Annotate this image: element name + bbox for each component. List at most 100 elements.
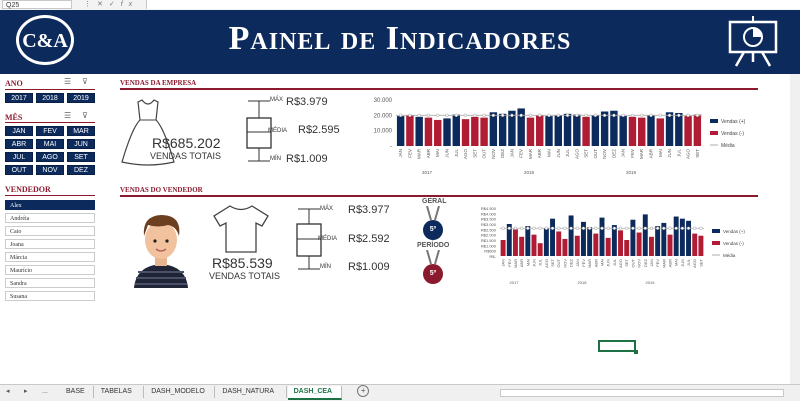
x-tick-label: JUN xyxy=(606,259,611,267)
average-point xyxy=(606,226,610,230)
x-tick-label: ABR xyxy=(426,148,431,158)
vertical-scrollbar[interactable] xyxy=(790,74,800,384)
bar xyxy=(406,115,414,146)
x-tick-label: OUT xyxy=(630,258,635,267)
vendedor-item[interactable]: Susana xyxy=(5,291,95,301)
vendedor-item[interactable]: Caio xyxy=(5,226,95,236)
mes-button-jun[interactable]: JUN xyxy=(67,139,95,149)
tab-tabelas[interactable]: TABELAS xyxy=(95,386,145,398)
tab-dash_cea[interactable]: DASH_CEA xyxy=(287,386,343,400)
multiselect-icon[interactable]: ☰ xyxy=(64,77,72,86)
ano-button-2019[interactable]: 2019 xyxy=(67,93,95,103)
x-tick-label: NOV xyxy=(637,259,642,268)
y-tick-label: R$1.000 xyxy=(481,243,497,248)
periodo-rank: 5º xyxy=(429,270,437,277)
bar xyxy=(568,215,574,256)
vendedor-item[interactable]: Andréia xyxy=(5,213,95,223)
x-tick-label: MAI xyxy=(525,259,530,266)
tab-nav-button[interactable]: ◂ xyxy=(6,388,10,395)
average-point xyxy=(532,226,536,230)
tab-dash_modelo[interactable]: DASH_MODELO xyxy=(145,386,216,398)
mes-button-nov[interactable]: NOV xyxy=(36,165,64,175)
bar xyxy=(480,117,488,146)
multiselect-icon[interactable]: ☰ xyxy=(64,111,72,120)
x-tick-label: MAR xyxy=(661,259,666,268)
average-point xyxy=(445,113,449,117)
vendedor-item[interactable]: Maurício xyxy=(5,265,95,275)
mes-button-jan[interactable]: JAN xyxy=(5,126,33,136)
mes-button-mai[interactable]: MAI xyxy=(36,139,64,149)
x-tick-label: SET xyxy=(550,258,555,266)
bar xyxy=(580,221,586,256)
bar xyxy=(550,218,556,256)
empresa-min-value: R$1.009 xyxy=(286,153,328,165)
bar xyxy=(500,240,506,256)
average-point xyxy=(526,226,530,230)
formula-icons[interactable]: ⋮✕✓fx xyxy=(84,1,139,8)
x-tick-label: JAN xyxy=(575,259,580,267)
average-point xyxy=(640,113,644,117)
bar xyxy=(489,112,498,146)
mes-button-set[interactable]: SET xyxy=(67,152,95,162)
tab-nav-button[interactable]: ... xyxy=(42,388,48,395)
y-tick-label: 10.000 xyxy=(374,129,393,135)
average-point xyxy=(618,226,623,230)
name-box[interactable]: Q25 xyxy=(2,0,72,9)
bar xyxy=(628,116,637,146)
selected-cell[interactable] xyxy=(598,340,636,352)
x-tick-label: FEV xyxy=(655,259,660,267)
shirt-icon xyxy=(213,205,269,253)
formula-input[interactable] xyxy=(146,0,800,9)
bar xyxy=(667,234,673,256)
add-sheet-button[interactable]: + xyxy=(357,385,370,397)
vendedor-item[interactable]: Joana xyxy=(5,239,95,249)
mes-button-jul[interactable]: JUL xyxy=(5,152,33,162)
mes-button-dez[interactable]: DEZ xyxy=(67,165,95,175)
vendedor-item[interactable]: Márcia xyxy=(5,252,95,262)
legend-label: Vendas (-) xyxy=(721,131,744,137)
mes-button-ago[interactable]: AGO xyxy=(36,152,64,162)
x-tick-label: JUL xyxy=(454,149,459,157)
vendedor-item[interactable]: Sandra xyxy=(5,278,95,288)
x-tick-label: NOV xyxy=(562,259,567,268)
average-point xyxy=(565,113,570,117)
bar xyxy=(443,118,451,146)
ano-button-2017[interactable]: 2017 xyxy=(5,93,33,103)
mes-filter-label: MÊS xyxy=(5,113,23,122)
mes-button-fev[interactable]: FEV xyxy=(36,126,64,136)
bar xyxy=(434,119,442,146)
tab-base[interactable]: BASE xyxy=(60,386,94,398)
bar xyxy=(638,117,646,146)
page-title: Painel de Indicadores xyxy=(228,20,572,57)
clear-filter-icon[interactable]: ⊽ xyxy=(82,77,88,86)
x-tick-label: MAR xyxy=(587,259,592,268)
average-point xyxy=(594,226,598,230)
horizontal-scrollbar[interactable] xyxy=(500,389,784,397)
vendedor-total-label: VENDAS TOTAIS xyxy=(209,271,281,281)
mes-button-abr[interactable]: ABR xyxy=(5,139,33,149)
seller-avatar xyxy=(134,215,188,288)
vendedor-section-title: VENDAS DO VENDEDOR xyxy=(120,186,203,194)
bar xyxy=(630,219,636,256)
tab-nav-button[interactable]: ▸ xyxy=(24,388,28,395)
bar xyxy=(525,226,531,256)
mes-button-mar[interactable]: MAR xyxy=(67,126,95,136)
x-tick-label: JUN xyxy=(556,149,561,158)
mes-button-out[interactable]: OUT xyxy=(5,165,33,175)
average-point xyxy=(693,226,697,230)
fill-handle[interactable] xyxy=(634,350,638,354)
average-point xyxy=(454,113,458,117)
clear-filter-icon[interactable]: ⊽ xyxy=(82,111,88,120)
y-tick-label: R$500 xyxy=(484,249,497,254)
ano-button-2018[interactable]: 2018 xyxy=(36,93,64,103)
tab-dash_natura[interactable]: DASH_NATURA xyxy=(216,386,287,398)
x-tick-label: JUL xyxy=(612,258,617,266)
vendedor-item[interactable]: Alex xyxy=(5,200,95,210)
bar xyxy=(624,240,630,256)
bar xyxy=(396,116,405,146)
bar xyxy=(517,108,525,146)
boxplot-icon xyxy=(296,208,322,270)
bar xyxy=(661,222,667,256)
medal-icon xyxy=(423,206,443,240)
x-tick-label: DEZ xyxy=(569,258,574,267)
